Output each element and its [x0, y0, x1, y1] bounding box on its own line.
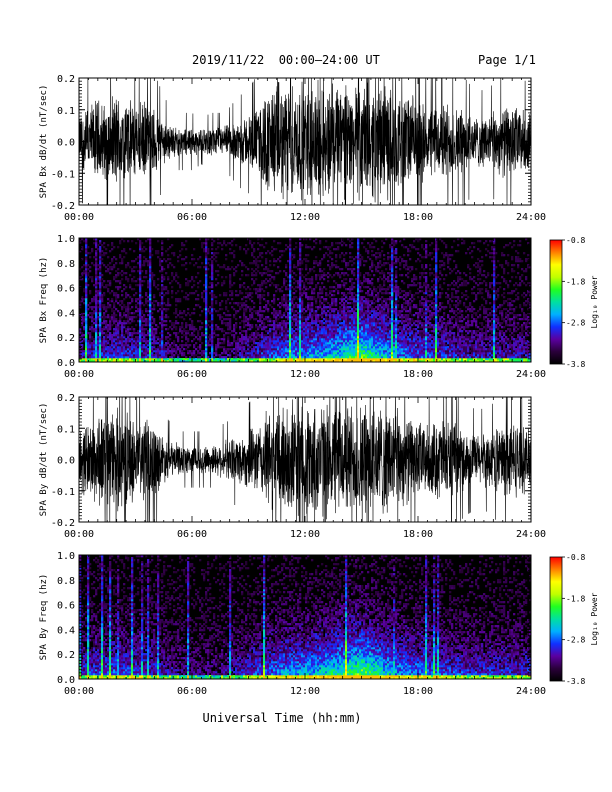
colorbar-tick-label: -0.8 — [566, 553, 585, 562]
x-tick-label: 24:00 — [516, 369, 546, 380]
colorbar-gradient — [549, 239, 563, 365]
y-tick-label: -0.2 — [51, 518, 75, 529]
y-tick-label: 0.6 — [57, 601, 75, 612]
y-tick-label: 0.8 — [57, 576, 75, 587]
spectrogram-cells — [79, 238, 532, 363]
colorbar-label: Log₁₀ Power — [590, 275, 599, 328]
x-tick-label: 00:00 — [64, 212, 94, 223]
colorbar-tick-label: -2.8 — [566, 319, 585, 328]
y-tick-label: 0.2 — [57, 393, 75, 404]
x-axis-title: Universal Time (hh:mm) — [202, 711, 362, 725]
x-tick-label: 12:00 — [290, 369, 320, 380]
colorbar-tick-label: -3.8 — [566, 677, 585, 686]
y-tick-label: 0.8 — [57, 259, 75, 270]
page-number: Page 1/1 — [478, 53, 536, 67]
panel-2-heatmap: 1.0 0.8 0.6 0.4 0.2 0.000:00 06:00 12:00 18:00 24… — [39, 234, 546, 380]
x-tick-label: 06:00 — [177, 212, 207, 223]
x-tick-label: 00:00 — [64, 686, 94, 697]
plot-frame — [78, 554, 532, 680]
colorbar-bx: -0.8 -1.8 -2.8 -3.8 Log₁₀ Power — [549, 236, 599, 369]
y-tick-label: 0.0 — [57, 138, 75, 149]
panel-3-line: 0.2 0.1 0.0 -0.1 -0.200:00 06:00 12:00 18:00 24:… — [39, 393, 546, 540]
x-tick-label: 06:00 — [177, 686, 207, 697]
page-title: 2019/11/22 00:00–24:00 UT — [192, 53, 380, 67]
colorbar-tick-label: -3.8 — [566, 360, 585, 369]
x-tick-label: 12:00 — [290, 529, 320, 540]
colorbar-tick-label: -0.8 — [566, 236, 585, 245]
x-tick-label: 24:00 — [516, 529, 546, 540]
x-tick-label: 12:00 — [290, 686, 320, 697]
signal-trace — [79, 78, 531, 205]
y-tick-label: -0.1 — [51, 169, 75, 180]
x-tick-label: 18:00 — [403, 369, 433, 380]
y-tick-label: -0.2 — [51, 201, 75, 212]
y-tick-label: 0.2 — [57, 650, 75, 661]
y-tick-label: 0.6 — [57, 284, 75, 295]
colorbar-gradient — [549, 556, 563, 682]
y-tick-label: 0.0 — [57, 456, 75, 467]
y-tick-label: 1.0 — [57, 234, 75, 245]
x-tick-label: 24:00 — [516, 686, 546, 697]
x-tick-label: 24:00 — [516, 212, 546, 223]
y-tick-label: 0.1 — [57, 106, 75, 117]
y-axis-label: SPA Bx dB/dt (nT/sec) — [39, 85, 49, 199]
panel-1-line: 0.2 0.1 0.0 -0.1 -0.200:00 06:00 12:00 18:00 24:… — [39, 74, 546, 223]
x-tick-label: 18:00 — [403, 686, 433, 697]
y-tick-label: 0.2 — [57, 74, 75, 85]
x-tick-label: 00:00 — [64, 529, 94, 540]
y-axis-label: SPA By dB/dt (nT/sec) — [39, 403, 49, 517]
signal-trace — [79, 397, 531, 522]
x-tick-label: 18:00 — [403, 529, 433, 540]
panel-4-heatmap: 1.0 0.8 0.6 0.4 0.2 0.000:00 06:00 12:00 18:00 24… — [39, 551, 546, 697]
colorbar-tick-label: -1.8 — [566, 277, 585, 286]
y-tick-label: 0.0 — [57, 358, 75, 369]
y-tick-label: 0.2 — [57, 333, 75, 344]
y-tick-label: 0.1 — [57, 424, 75, 435]
x-tick-label: 00:00 — [64, 369, 94, 380]
y-tick-label: 0.4 — [57, 625, 75, 636]
x-tick-label: 12:00 — [290, 212, 320, 223]
y-tick-label: 1.0 — [57, 551, 75, 562]
x-tick-label: 18:00 — [403, 212, 433, 223]
y-tick-label: 0.4 — [57, 308, 75, 319]
y-axis-label: SPA Bx Freq (hz) — [39, 257, 49, 344]
x-tick-label: 06:00 — [177, 529, 207, 540]
y-axis-label: SPA By Freq (hz) — [39, 574, 49, 661]
colorbar-tick-label: -1.8 — [566, 594, 585, 603]
y-tick-label: 0.0 — [57, 675, 75, 686]
colorbar-tick-label: -2.8 — [566, 636, 585, 645]
x-tick-label: 06:00 — [177, 369, 207, 380]
y-tick-label: -0.1 — [51, 487, 75, 498]
colorbar-label: Log₁₀ Power — [590, 592, 599, 645]
colorbar-by: -0.8 -1.8 -2.8 -3.8 Log₁₀ Power — [549, 553, 599, 686]
plot-frame — [78, 237, 532, 363]
